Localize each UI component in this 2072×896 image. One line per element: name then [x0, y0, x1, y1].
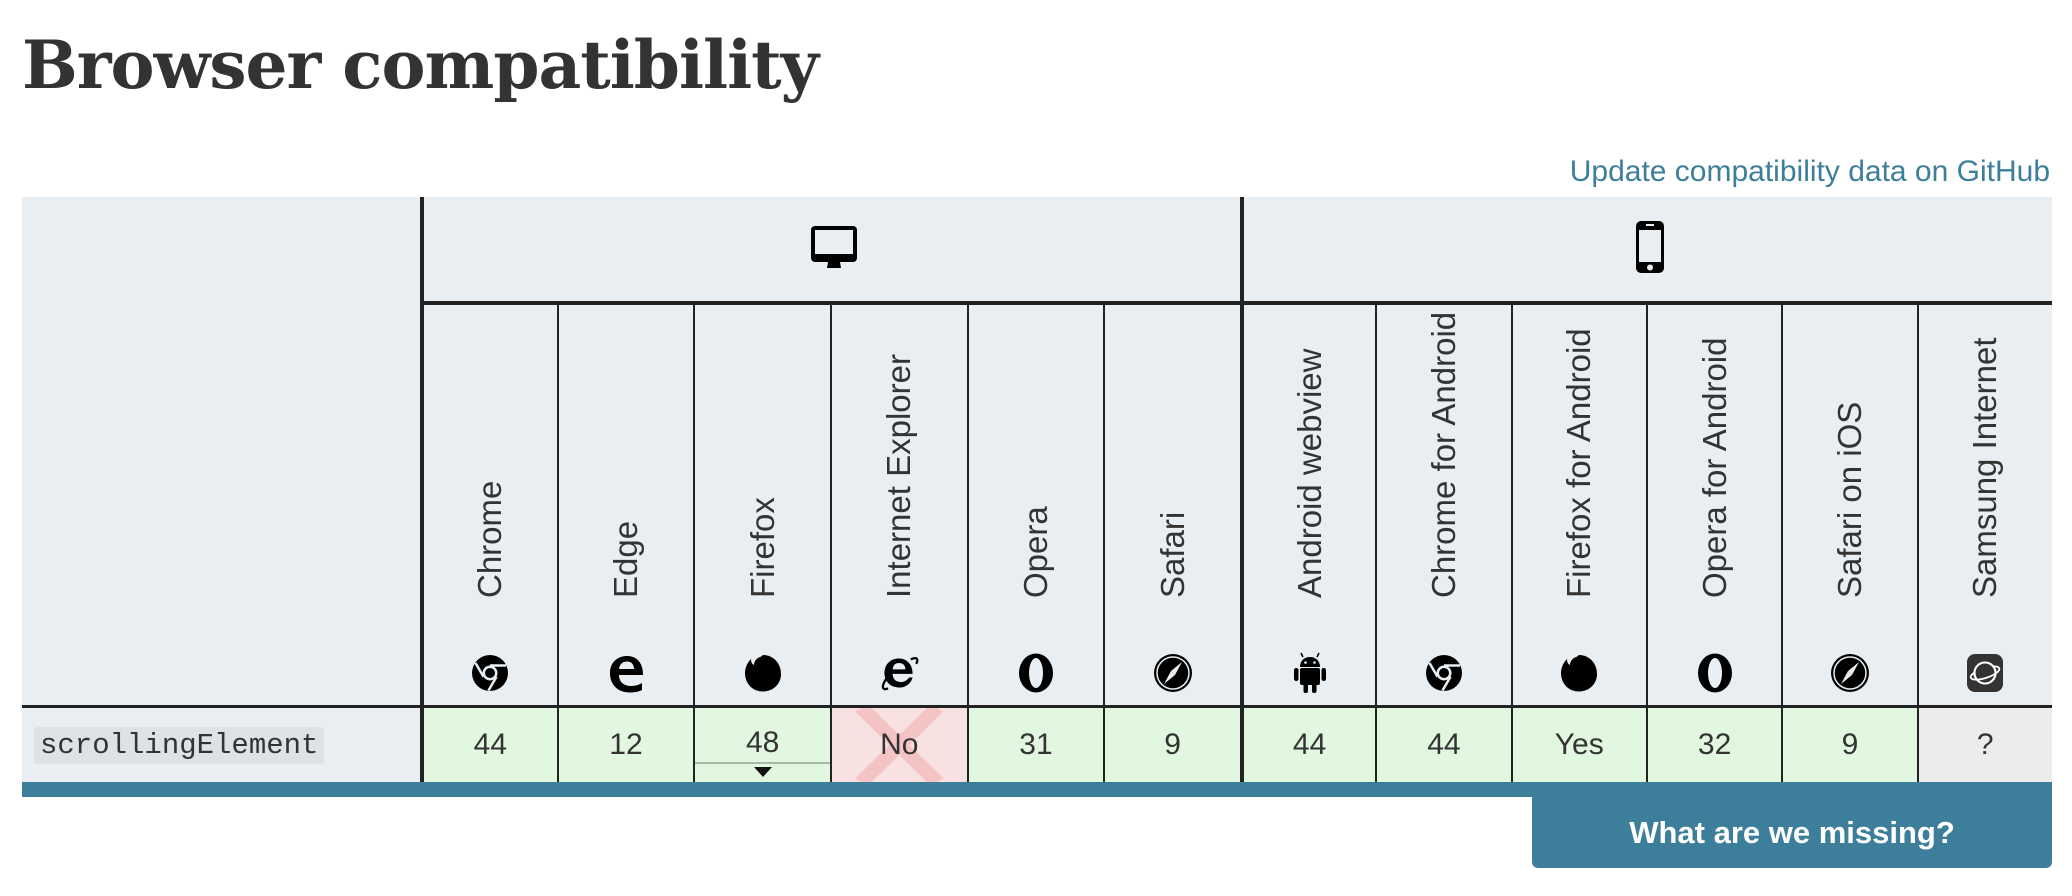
what-are-we-missing-button[interactable]: What are we missing? — [1532, 797, 2052, 868]
browser-header-safari-on-ios: Safari on iOS — [1781, 305, 1917, 708]
chrome-icon — [470, 652, 510, 694]
support-value: 12 — [609, 728, 643, 761]
mobile-phone-icon — [1635, 220, 1665, 279]
browser-header-safari: Safari — [1103, 305, 1240, 708]
support-cell-chrome-for-android: 44 — [1375, 708, 1511, 782]
platform-desktop — [420, 197, 1244, 301]
feature-name: scrollingElement — [34, 726, 325, 764]
firefox-icon — [743, 652, 783, 694]
page-title: Browser compatibility — [22, 26, 819, 104]
browser-header-samsung-internet: Samsung Internet — [1916, 305, 2052, 708]
opera-icon — [1695, 652, 1735, 694]
support-value: 9 — [1841, 728, 1859, 761]
browser-name: Firefox for Android — [1560, 328, 1598, 598]
opera-icon — [1016, 652, 1056, 694]
support-value: 44 — [473, 728, 508, 761]
safari-icon — [1830, 652, 1870, 694]
support-value: 32 — [1697, 728, 1732, 761]
header-divider — [22, 705, 2052, 708]
support-cell-edge: 12 — [556, 708, 694, 782]
support-value: 9 — [1164, 728, 1181, 761]
browser-name: Chrome — [471, 480, 509, 598]
browser-name: Opera for Android — [1695, 337, 1733, 599]
browser-header-opera: Opera — [966, 305, 1104, 708]
platform-mobile — [1240, 197, 2056, 301]
no-support-x-icon — [832, 708, 967, 782]
support-value: 44 — [1427, 728, 1461, 761]
browser-name: Firefox — [743, 497, 781, 598]
support-cell-firefox[interactable]: 48 — [693, 708, 830, 782]
browser-name: Android webview — [1290, 348, 1328, 598]
support-cell-safari-on-ios: 9 — [1781, 708, 1917, 782]
browser-name: Internet Explorer — [880, 354, 918, 598]
feature-name-cell: scrollingElement — [22, 708, 420, 782]
browser-name: Opera — [1016, 506, 1054, 598]
chrome-icon — [1424, 652, 1464, 694]
expand-notes-icon[interactable] — [753, 767, 772, 777]
browser-header-internet-explorer: Internet Explorer — [829, 305, 967, 708]
samsung-internet-icon — [1965, 652, 2005, 694]
internet-explorer-icon — [879, 652, 919, 694]
support-value: ? — [1976, 728, 1994, 761]
browser-header-chrome-for-android: Chrome for Android — [1375, 305, 1511, 708]
table-row: scrollingElement 44 12 48 No 31 9 44 44 Yes 32 9? — [22, 708, 2052, 782]
edge-icon — [606, 652, 646, 694]
support-cell-opera-for-android: 32 — [1645, 708, 1782, 782]
support-cell-firefox-for-android: Yes — [1510, 708, 1646, 782]
browser-name: Chrome for Android — [1424, 311, 1462, 598]
desktop-monitor-icon — [810, 225, 858, 274]
support-cell-internet-explorer: No — [829, 708, 967, 782]
browser-name: Safari — [1153, 511, 1191, 598]
support-value: 31 — [1019, 728, 1053, 761]
support-cell-safari: 9 — [1103, 708, 1240, 782]
feature-header-cell — [22, 197, 420, 708]
browser-header-android-webview: Android webview — [1239, 305, 1376, 708]
browser-name: Edge — [606, 520, 644, 598]
support-value: Yes — [1554, 728, 1604, 761]
notes-divider — [695, 762, 830, 764]
android-icon — [1290, 652, 1330, 694]
support-cell-opera: 31 — [966, 708, 1104, 782]
support-value: 48 — [745, 726, 780, 759]
update-github-link[interactable]: Update compatibility data on GitHub — [1569, 155, 2050, 188]
table-footer-bar — [22, 782, 2052, 797]
browser-name: Safari on iOS — [1830, 401, 1868, 598]
platform-divider — [420, 301, 2052, 305]
browser-header-edge: Edge — [556, 305, 694, 708]
firefox-icon — [1559, 652, 1599, 694]
support-value: 44 — [1292, 728, 1327, 761]
support-cell-android-webview: 44 — [1239, 708, 1376, 782]
support-value: No — [880, 728, 919, 761]
browser-name: Samsung Internet — [1966, 337, 2004, 599]
support-cell-chrome: 44 — [420, 708, 557, 782]
support-cell-samsung-internet: ? — [1916, 708, 2052, 782]
browser-header-opera-for-android: Opera for Android — [1645, 305, 1782, 708]
safari-icon — [1153, 652, 1193, 694]
browser-header-row: Chrome Edge Firefox Internet Explorer Opera S… — [420, 305, 2052, 708]
browser-header-firefox-for-android: Firefox for Android — [1510, 305, 1646, 708]
browser-header-chrome: Chrome — [420, 305, 557, 708]
browser-header-firefox: Firefox — [693, 305, 830, 708]
